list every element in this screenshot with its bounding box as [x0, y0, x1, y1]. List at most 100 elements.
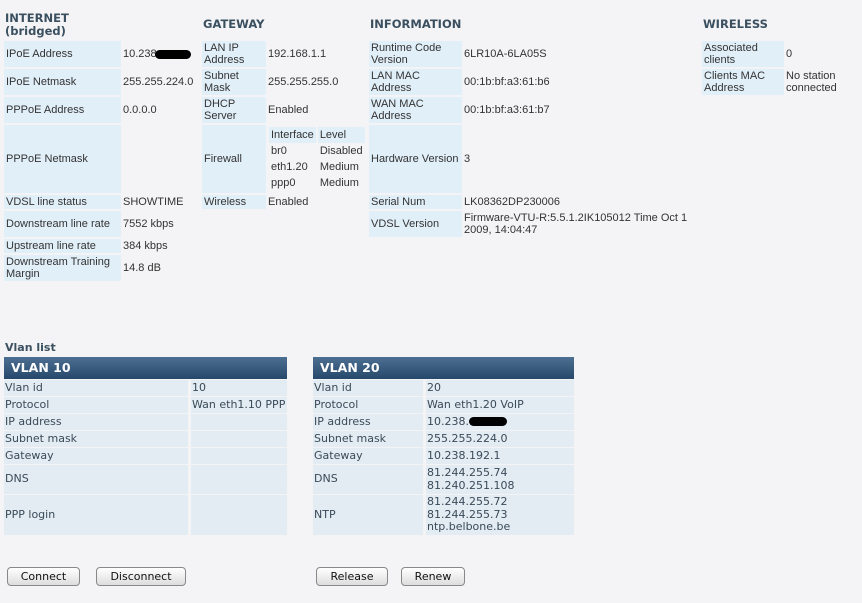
table-row: IP address 10.238. — [313, 414, 574, 430]
firewall-table: Interface Level br0 Disabled eth1.20 Medium… — [267, 127, 367, 191]
row-label: PPPoE Netmask — [4, 125, 121, 193]
table-row: DNS 81.244.255.74 81.240.251.108 — [313, 465, 574, 494]
row-label: Subnet mask — [4, 431, 188, 447]
row-label: Upstream line rate — [4, 239, 121, 253]
table-row: IP address — [4, 414, 287, 430]
firewall-cell: Interface Level br0 Disabled eth1.20 Medium… — [266, 125, 367, 193]
value-text: Wan eth1.10 PPP — [192, 397, 286, 411]
table-row: VDSL Version Firmware-VTU-R:5.5.1.2IK1050… — [369, 211, 696, 237]
renew-button[interactable]: Renew — [401, 567, 465, 586]
row-value: Firmware-VTU-R:5.5.1.2IK105012 Time Oct … — [464, 212, 688, 236]
firewall-row: eth1.20 Medium — [269, 159, 365, 175]
row-value — [121, 125, 195, 193]
row-label: IPoE Address — [4, 41, 121, 67]
row-label: DHCP Server — [202, 97, 266, 123]
table-row: Gateway — [4, 448, 287, 464]
table-row: DNS — [4, 465, 287, 494]
disconnect-button[interactable]: Disconnect — [96, 567, 186, 586]
row-label: DNS — [313, 465, 423, 494]
firewall-header: Level — [317, 127, 365, 143]
row-value: 00:1b:bf:a3:61:b7 — [464, 104, 550, 116]
row-value: 384 kbps — [123, 240, 168, 252]
value-text: 81.244.255.72 81.244.255.73 ntp.belbone.… — [427, 495, 511, 534]
level: Medium — [319, 161, 359, 173]
table-row: Firewall Interface Level br0 Disabled eth1… — [202, 125, 367, 193]
row-label: Vlan id — [4, 380, 188, 396]
row-label: VDSL line status — [4, 195, 121, 209]
internet-table: IPoE Address 10.238 IPoE Netmask 255.255.2… — [4, 39, 195, 283]
row-value: 3 — [464, 153, 471, 165]
row-value: 255.255.224.0 — [426, 431, 574, 447]
table-row: Downstream line rate 7552 kbps — [4, 211, 195, 237]
table-row: LAN IP Address 192.168.1.1 — [202, 41, 367, 67]
row-label: PPP login — [4, 495, 188, 535]
table-row: WAN MAC Address 00:1b:bf:a3:61:b7 — [369, 97, 696, 123]
row-value: 255.255.224.0 — [123, 76, 194, 88]
table-row: Serial Num LK08362DP230006 — [369, 195, 696, 209]
table-row: PPP login — [4, 495, 287, 535]
row-value: Enabled — [268, 104, 309, 116]
row-label: LAN IP Address — [202, 41, 266, 67]
row-label: IP address — [4, 414, 188, 430]
row-label: Serial Num — [369, 195, 462, 209]
level: Medium — [319, 177, 359, 189]
row-label: DNS — [4, 465, 188, 494]
row-value: 10.238.192.1 — [426, 448, 574, 464]
row-value: Wan eth1.10 PPP — [191, 397, 287, 413]
row-value: LK08362DP230006 — [464, 196, 561, 208]
internet-title: INTERNET — [5, 11, 69, 25]
connect-button[interactable]: Connect — [7, 567, 80, 586]
row-value: 192.168.1.1 — [268, 48, 327, 60]
table-row: PPPoE Address 0.0.0.0 — [4, 97, 195, 123]
row-value: 20 — [426, 380, 574, 396]
row-value: 7552 kbps — [123, 218, 174, 230]
information-heading: INFORMATION — [370, 17, 462, 31]
row-label: Associated clients — [702, 41, 784, 67]
table-row: Vlan id 20 — [313, 380, 574, 396]
row-label: WAN MAC Address — [369, 97, 462, 123]
release-button[interactable]: Release — [316, 567, 388, 586]
table-row: VDSL line status SHOWTIME — [4, 195, 195, 209]
table-row: Subnet mask 255.255.224.0 — [313, 431, 574, 447]
table-row: PPPoE Netmask — [4, 125, 195, 193]
table-row: Protocol Wan eth1.10 PPP — [4, 397, 287, 413]
row-value: 10.238. — [426, 414, 574, 430]
row-value: 10.238 — [121, 41, 195, 67]
value-text: 255.255.224.0 — [427, 431, 508, 445]
row-label: Vlan id — [313, 380, 423, 396]
table-row: Hardware Version 3 — [369, 125, 696, 193]
row-label: VDSL Version — [369, 211, 462, 237]
row-label: Firewall — [202, 125, 266, 193]
row-value: SHOWTIME — [123, 196, 184, 208]
row-value: 81.244.255.72 81.244.255.73 ntp.belbone.… — [426, 495, 574, 535]
interface: eth1.20 — [271, 161, 308, 173]
table-row: Upstream line rate 384 kbps — [4, 239, 195, 253]
row-label: Protocol — [313, 397, 423, 413]
vlan-20-panel: VLAN 20 Vlan id 20 Protocol Wan eth1.20 VoIP… — [313, 357, 574, 536]
internet-heading: INTERNET (bridged) — [5, 12, 69, 38]
table-row: DHCP Server Enabled — [202, 97, 367, 123]
vlan-10-panel: VLAN 10 Vlan id 10 Protocol Wan eth1.10 PPP I… — [4, 357, 287, 536]
table-row: Subnet mask — [4, 431, 287, 447]
vlan-table: Vlan id 10 Protocol Wan eth1.10 PPP IP addre… — [1, 379, 290, 536]
table-row: Wireless Enabled — [202, 195, 367, 209]
row-value: 14.8 dB — [123, 262, 161, 274]
row-value — [191, 448, 287, 464]
table-row: Clients MAC Address No station connected — [702, 69, 858, 95]
row-value: 00:1b:bf:a3:61:b6 — [464, 76, 550, 88]
firewall-row: ppp0 Medium — [269, 175, 365, 191]
table-row: Associated clients 0 — [702, 41, 858, 67]
vlan-header: VLAN 10 — [4, 357, 287, 379]
table-row: LAN MAC Address 00:1b:bf:a3:61:b6 — [369, 69, 696, 95]
row-label: Runtime Code Version — [369, 41, 462, 67]
row-value — [191, 414, 287, 430]
vlan-list-heading: Vlan list — [5, 341, 56, 354]
row-label: IPoE Netmask — [4, 69, 121, 95]
redaction-mark — [154, 49, 191, 59]
table-row: Subnet Mask 255.255.255.0 — [202, 69, 367, 95]
table-row: Gateway 10.238.192.1 — [313, 448, 574, 464]
table-row: Downstream Training Margin 14.8 dB — [4, 255, 195, 281]
internet-subtitle: (bridged) — [5, 24, 66, 38]
row-label: Gateway — [313, 448, 423, 464]
row-value: 0.0.0.0 — [123, 104, 157, 116]
